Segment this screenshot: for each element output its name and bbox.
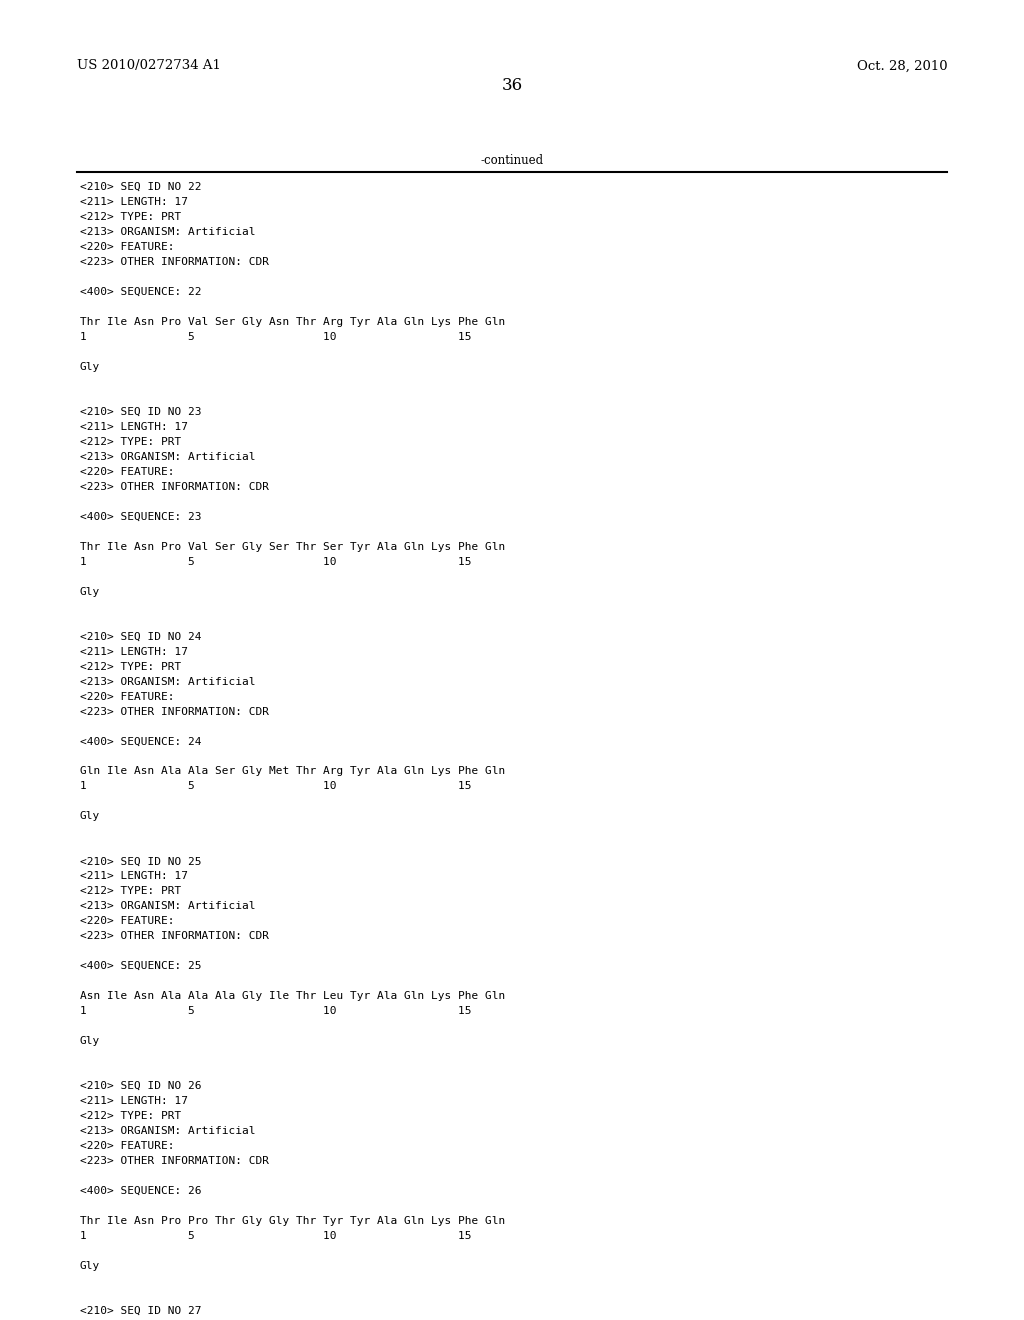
Text: <213> ORGANISM: Artificial: <213> ORGANISM: Artificial xyxy=(80,1126,255,1137)
Text: Thr Ile Asn Pro Val Ser Gly Ser Thr Ser Tyr Ala Gln Lys Phe Gln: Thr Ile Asn Pro Val Ser Gly Ser Thr Ser … xyxy=(80,541,505,552)
Text: <400> SEQUENCE: 26: <400> SEQUENCE: 26 xyxy=(80,1185,202,1196)
Text: <220> FEATURE:: <220> FEATURE: xyxy=(80,1140,174,1151)
Text: <210> SEQ ID NO 25: <210> SEQ ID NO 25 xyxy=(80,857,202,866)
Text: Gly: Gly xyxy=(80,1036,100,1047)
Text: 1               5                   10                  15: 1 5 10 15 xyxy=(80,1232,471,1241)
Text: Gly: Gly xyxy=(80,1261,100,1271)
Text: <400> SEQUENCE: 22: <400> SEQUENCE: 22 xyxy=(80,286,202,297)
Text: Gly: Gly xyxy=(80,362,100,372)
Text: Gly: Gly xyxy=(80,812,100,821)
Text: US 2010/0272734 A1: US 2010/0272734 A1 xyxy=(77,59,221,73)
Text: <212> TYPE: PRT: <212> TYPE: PRT xyxy=(80,1111,181,1121)
Text: <210> SEQ ID NO 22: <210> SEQ ID NO 22 xyxy=(80,182,202,193)
Text: Gln Ile Asn Ala Ala Ser Gly Met Thr Arg Tyr Ala Gln Lys Phe Gln: Gln Ile Asn Ala Ala Ser Gly Met Thr Arg … xyxy=(80,767,505,776)
Text: <213> ORGANISM: Artificial: <213> ORGANISM: Artificial xyxy=(80,677,255,686)
Text: <220> FEATURE:: <220> FEATURE: xyxy=(80,242,174,252)
Text: Gly: Gly xyxy=(80,586,100,597)
Text: -continued: -continued xyxy=(480,154,544,168)
Text: <210> SEQ ID NO 27: <210> SEQ ID NO 27 xyxy=(80,1305,202,1316)
Text: <223> OTHER INFORMATION: CDR: <223> OTHER INFORMATION: CDR xyxy=(80,482,269,492)
Text: <211> LENGTH: 17: <211> LENGTH: 17 xyxy=(80,422,187,432)
Text: <223> OTHER INFORMATION: CDR: <223> OTHER INFORMATION: CDR xyxy=(80,706,269,717)
Text: 1               5                   10                  15: 1 5 10 15 xyxy=(80,557,471,566)
Text: <212> TYPE: PRT: <212> TYPE: PRT xyxy=(80,213,181,222)
Text: <212> TYPE: PRT: <212> TYPE: PRT xyxy=(80,661,181,672)
Text: <400> SEQUENCE: 24: <400> SEQUENCE: 24 xyxy=(80,737,202,747)
Text: <400> SEQUENCE: 23: <400> SEQUENCE: 23 xyxy=(80,512,202,521)
Text: <220> FEATURE:: <220> FEATURE: xyxy=(80,916,174,927)
Text: <223> OTHER INFORMATION: CDR: <223> OTHER INFORMATION: CDR xyxy=(80,932,269,941)
Text: <220> FEATURE:: <220> FEATURE: xyxy=(80,692,174,701)
Text: <220> FEATURE:: <220> FEATURE: xyxy=(80,467,174,477)
Text: <212> TYPE: PRT: <212> TYPE: PRT xyxy=(80,437,181,447)
Text: Asn Ile Asn Ala Ala Ala Gly Ile Thr Leu Tyr Ala Gln Lys Phe Gln: Asn Ile Asn Ala Ala Ala Gly Ile Thr Leu … xyxy=(80,991,505,1001)
Text: Thr Ile Asn Pro Pro Thr Gly Gly Thr Tyr Tyr Ala Gln Lys Phe Gln: Thr Ile Asn Pro Pro Thr Gly Gly Thr Tyr … xyxy=(80,1216,505,1226)
Text: <210> SEQ ID NO 26: <210> SEQ ID NO 26 xyxy=(80,1081,202,1092)
Text: <223> OTHER INFORMATION: CDR: <223> OTHER INFORMATION: CDR xyxy=(80,257,269,267)
Text: <213> ORGANISM: Artificial: <213> ORGANISM: Artificial xyxy=(80,451,255,462)
Text: 1               5                   10                  15: 1 5 10 15 xyxy=(80,1006,471,1016)
Text: <210> SEQ ID NO 24: <210> SEQ ID NO 24 xyxy=(80,632,202,642)
Text: <211> LENGTH: 17: <211> LENGTH: 17 xyxy=(80,1096,187,1106)
Text: <211> LENGTH: 17: <211> LENGTH: 17 xyxy=(80,197,187,207)
Text: <211> LENGTH: 17: <211> LENGTH: 17 xyxy=(80,871,187,882)
Text: <213> ORGANISM: Artificial: <213> ORGANISM: Artificial xyxy=(80,227,255,238)
Text: <211> LENGTH: 17: <211> LENGTH: 17 xyxy=(80,647,187,656)
Text: <213> ORGANISM: Artificial: <213> ORGANISM: Artificial xyxy=(80,902,255,911)
Text: 1               5                   10                  15: 1 5 10 15 xyxy=(80,333,471,342)
Text: 1               5                   10                  15: 1 5 10 15 xyxy=(80,781,471,792)
Text: <400> SEQUENCE: 25: <400> SEQUENCE: 25 xyxy=(80,961,202,972)
Text: <212> TYPE: PRT: <212> TYPE: PRT xyxy=(80,886,181,896)
Text: Thr Ile Asn Pro Val Ser Gly Asn Thr Arg Tyr Ala Gln Lys Phe Gln: Thr Ile Asn Pro Val Ser Gly Asn Thr Arg … xyxy=(80,317,505,327)
Text: 36: 36 xyxy=(502,77,522,94)
Text: <210> SEQ ID NO 23: <210> SEQ ID NO 23 xyxy=(80,407,202,417)
Text: Oct. 28, 2010: Oct. 28, 2010 xyxy=(856,59,947,73)
Text: <223> OTHER INFORMATION: CDR: <223> OTHER INFORMATION: CDR xyxy=(80,1156,269,1166)
